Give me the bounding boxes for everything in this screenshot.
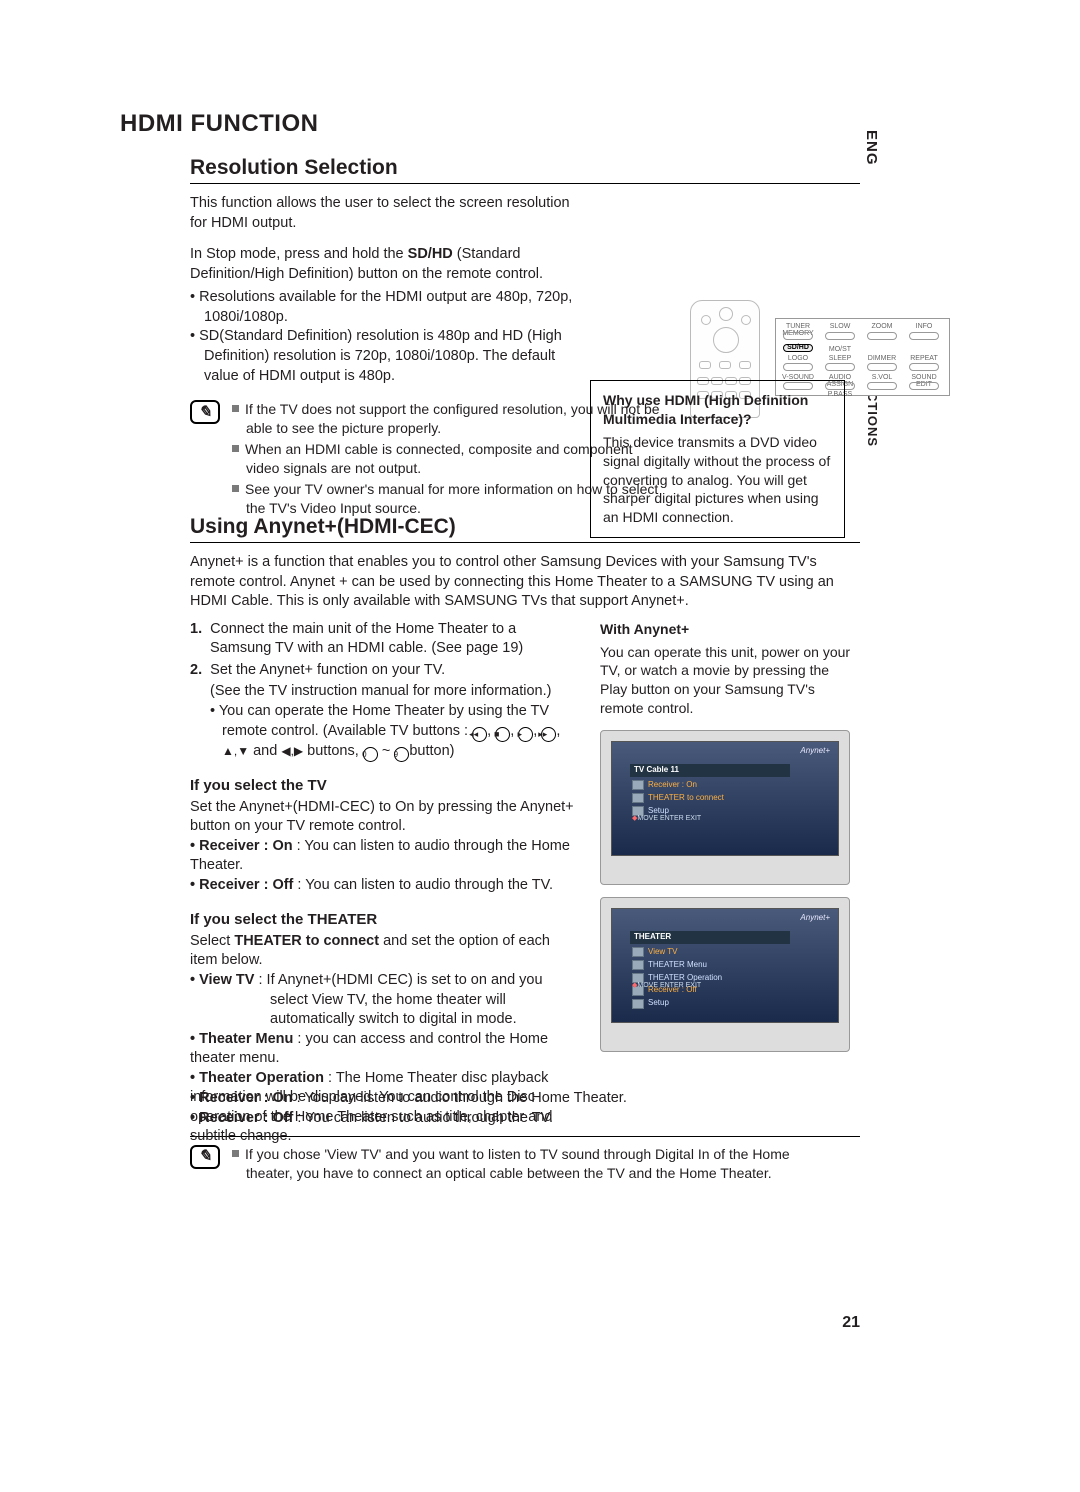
menu-footer: ◆MOVE ENTER EXIT	[632, 981, 701, 990]
num-9-icon: 9	[394, 747, 409, 762]
menu-title: THEATER	[630, 931, 790, 944]
step-1: 1. Connect the main unit of the Home The…	[190, 620, 580, 659]
resolution-intro: This function allows the user to select …	[190, 194, 580, 233]
step-2c: • You can operate the Home Theater by us…	[190, 702, 580, 762]
lang-tab: ENG	[860, 130, 880, 166]
resolution-heading: Resolution Selection	[190, 156, 860, 184]
select-th-4: • Receiver : On : You can listen to audi…	[190, 1089, 650, 1109]
up-down-icon: ▲,▼	[222, 744, 249, 758]
note-icon: ✎	[190, 1145, 220, 1169]
select-tv-3: • Receiver : Off : You can listen to aud…	[190, 876, 580, 896]
res-bullet-2: • SD(Standard Definition) resolution is …	[190, 327, 580, 386]
select-theater-hdr: If you select the THEATER	[190, 910, 580, 930]
foot-note-1: If you chose 'View TV' and you want to l…	[232, 1145, 812, 1183]
tv-screenshot-2: Anynet+ THEATER View TV THEATER Menu THE…	[600, 897, 850, 1052]
lbl: SLOW	[824, 323, 856, 330]
forward-icon: ▸▸	[541, 727, 556, 742]
select-tv-1: Set the Anynet+(HDMI-CEC) to On by press…	[190, 798, 580, 837]
lbl: MO/ST	[824, 346, 856, 353]
select-tv-2: • Receiver : On : You can listen to audi…	[190, 837, 580, 876]
why-hdmi-body: This device transmits a DVD video signal…	[603, 433, 832, 527]
anynet-logo: Anynet+	[800, 746, 830, 757]
left-right-icon: ◀,▶	[281, 744, 303, 758]
lbl: INFO	[908, 323, 940, 330]
stop-icon: ■	[495, 727, 510, 742]
with-anynet-hdr: With Anynet+	[600, 620, 855, 639]
res-bullet-1: • Resolutions available for the HDMI out…	[190, 288, 580, 327]
menu-item: THEATER to connect	[648, 793, 724, 804]
step-2b: (See the TV instruction manual for more …	[190, 682, 580, 702]
menu-title: TV Cable 11	[630, 764, 790, 777]
page-title: HDMI FUNCTION	[120, 110, 860, 138]
select-th-1: • View TV : If Anynet+(HDMI CEC) is set …	[190, 971, 580, 1030]
why-hdmi-hdr: Why use HDMI (High Definition Multimedia…	[603, 391, 832, 429]
lbl: ZOOM	[866, 323, 898, 330]
select-th-2: • Theater Menu : you can access and cont…	[190, 1030, 580, 1069]
menu-item: Receiver : On	[648, 780, 697, 791]
note-icon: ✎	[190, 400, 220, 424]
rewind-icon: ◂◂	[472, 727, 487, 742]
lbl: DIMMER	[866, 355, 898, 362]
select-th-0: Select THEATER to connect and set the op…	[190, 932, 580, 971]
text: In Stop mode, press and hold the	[190, 246, 408, 262]
sd-hd-bold: SD/HD	[408, 246, 453, 262]
page-number: 21	[842, 1314, 860, 1332]
anynet-heading: Using Anynet+(HDMI-CEC)	[190, 515, 860, 543]
lbl: SD/HD	[783, 344, 813, 352]
resolution-p1: In Stop mode, press and hold the SD/HD (…	[190, 245, 580, 284]
anynet-logo: Anynet+	[800, 913, 830, 924]
menu-item: THEATER Menu	[648, 960, 707, 971]
menu-footer: ◆MOVE ENTER EXIT	[632, 814, 701, 823]
select-tv-hdr: If you select the TV	[190, 776, 580, 796]
menu-item: View TV	[648, 947, 678, 958]
step-2: 2. Set the Anynet+ function on your TV.	[190, 661, 580, 681]
anynet-intro: Anynet+ is a function that enables you t…	[190, 553, 860, 612]
menu-item: Setup	[648, 998, 669, 1009]
lbl: S.VOL	[866, 374, 898, 381]
lbl: LOGO	[782, 355, 814, 362]
lbl: SLEEP	[824, 355, 856, 362]
tv-screenshot-1: Anynet+ TV Cable 11 Receiver : On THEATE…	[600, 730, 850, 885]
with-anynet-body: You can operate this unit, power on your…	[600, 643, 855, 719]
play-icon: ▸	[518, 727, 533, 742]
select-th-5: • Receiver : Off : You can listen to aud…	[190, 1109, 650, 1129]
num-0-icon: 0	[363, 747, 378, 762]
lbl: REPEAT	[908, 355, 940, 362]
